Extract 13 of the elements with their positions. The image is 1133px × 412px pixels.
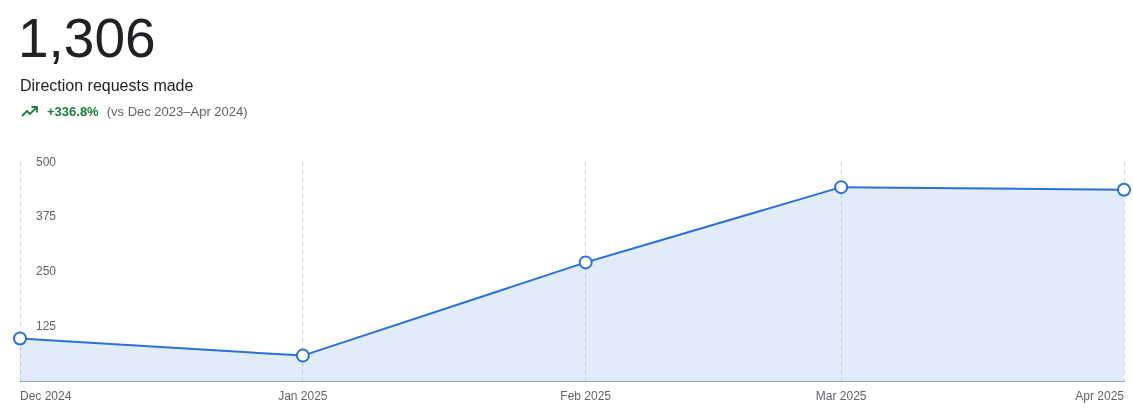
x-tick-label: Apr 2025	[1075, 388, 1125, 403]
y-tick-label: 375	[36, 209, 57, 224]
y-tick-label: 500	[36, 154, 57, 169]
x-tick-label: Mar 2025	[815, 388, 867, 403]
text: (vs Dec 2023–Apr 2024)	[106, 103, 248, 119]
y-tick-label: 125	[36, 318, 57, 333]
x-tick-label: Feb 2025	[560, 388, 612, 403]
x-tick-label: Dec 2024	[20, 388, 72, 403]
text: +336.8%	[47, 103, 99, 119]
chart-title: 1,306	[18, 7, 156, 69]
x-tick-label: Jan 2025	[278, 388, 328, 403]
chart-subtitle: Direction requests made	[20, 77, 194, 94]
y-tick-label: 250	[36, 263, 57, 278]
